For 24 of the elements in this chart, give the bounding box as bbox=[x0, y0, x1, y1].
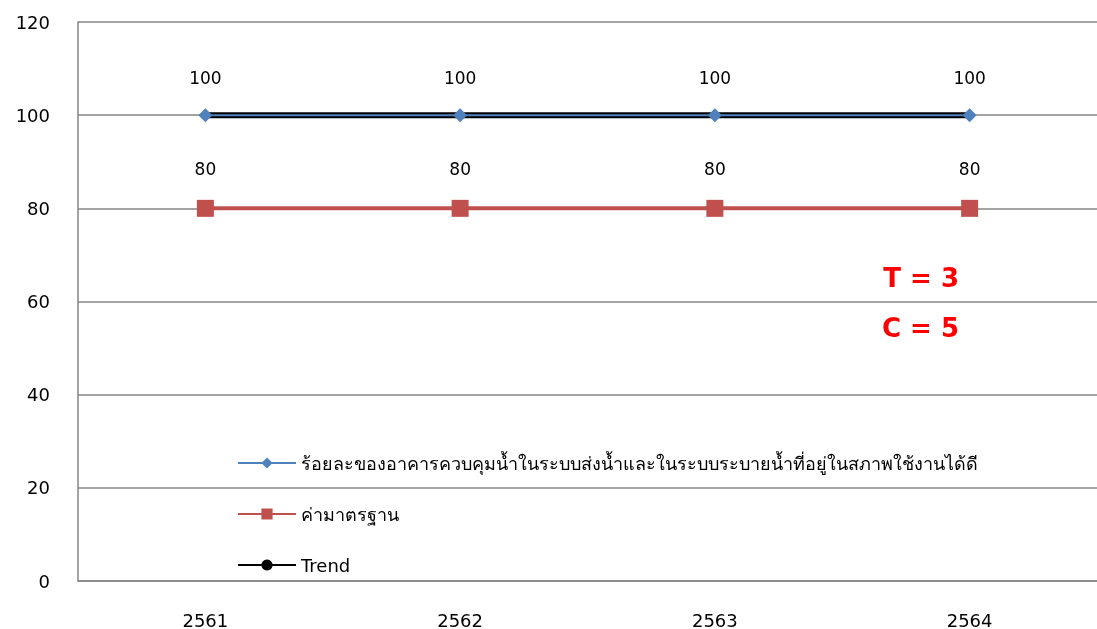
x-tick-label: 2561 bbox=[182, 609, 229, 629]
y-tick-label: 0 bbox=[38, 570, 50, 592]
data-label: 100 bbox=[953, 67, 986, 88]
y-tick-label: 100 bbox=[15, 104, 50, 126]
data-label: 80 bbox=[194, 159, 217, 180]
data-label: 100 bbox=[698, 67, 732, 88]
data-label: 80 bbox=[704, 159, 726, 180]
legend-label: ร้อยละของอาคารควบคุมน้ำในระบบส่งน้ำและในระบบระบายน้ำที่อยู่ในสภาพใช้งานได้ดี bbox=[301, 450, 978, 475]
y-tick-label: 80 bbox=[27, 197, 50, 219]
legend-label: ค่ามาตรฐาน bbox=[301, 503, 399, 526]
annotation: C = 5 bbox=[881, 313, 959, 343]
annotation: T = 3 bbox=[883, 263, 959, 293]
data-label: 80 bbox=[958, 159, 981, 180]
x-tick-label: 2564 bbox=[946, 609, 993, 629]
data-label: 100 bbox=[443, 67, 477, 88]
y-tick-label: 120 bbox=[15, 11, 50, 33]
data-label: 100 bbox=[189, 67, 222, 88]
data-label: 80 bbox=[449, 159, 471, 180]
y-tick-label: 60 bbox=[27, 291, 50, 312]
x-tick-label: 2562 bbox=[437, 609, 484, 629]
y-tick-label: 20 bbox=[27, 477, 50, 499]
y-tick-label: 40 bbox=[27, 384, 50, 406]
x-tick-label: 2563 bbox=[691, 609, 738, 629]
legend-label: Trend bbox=[300, 554, 351, 576]
